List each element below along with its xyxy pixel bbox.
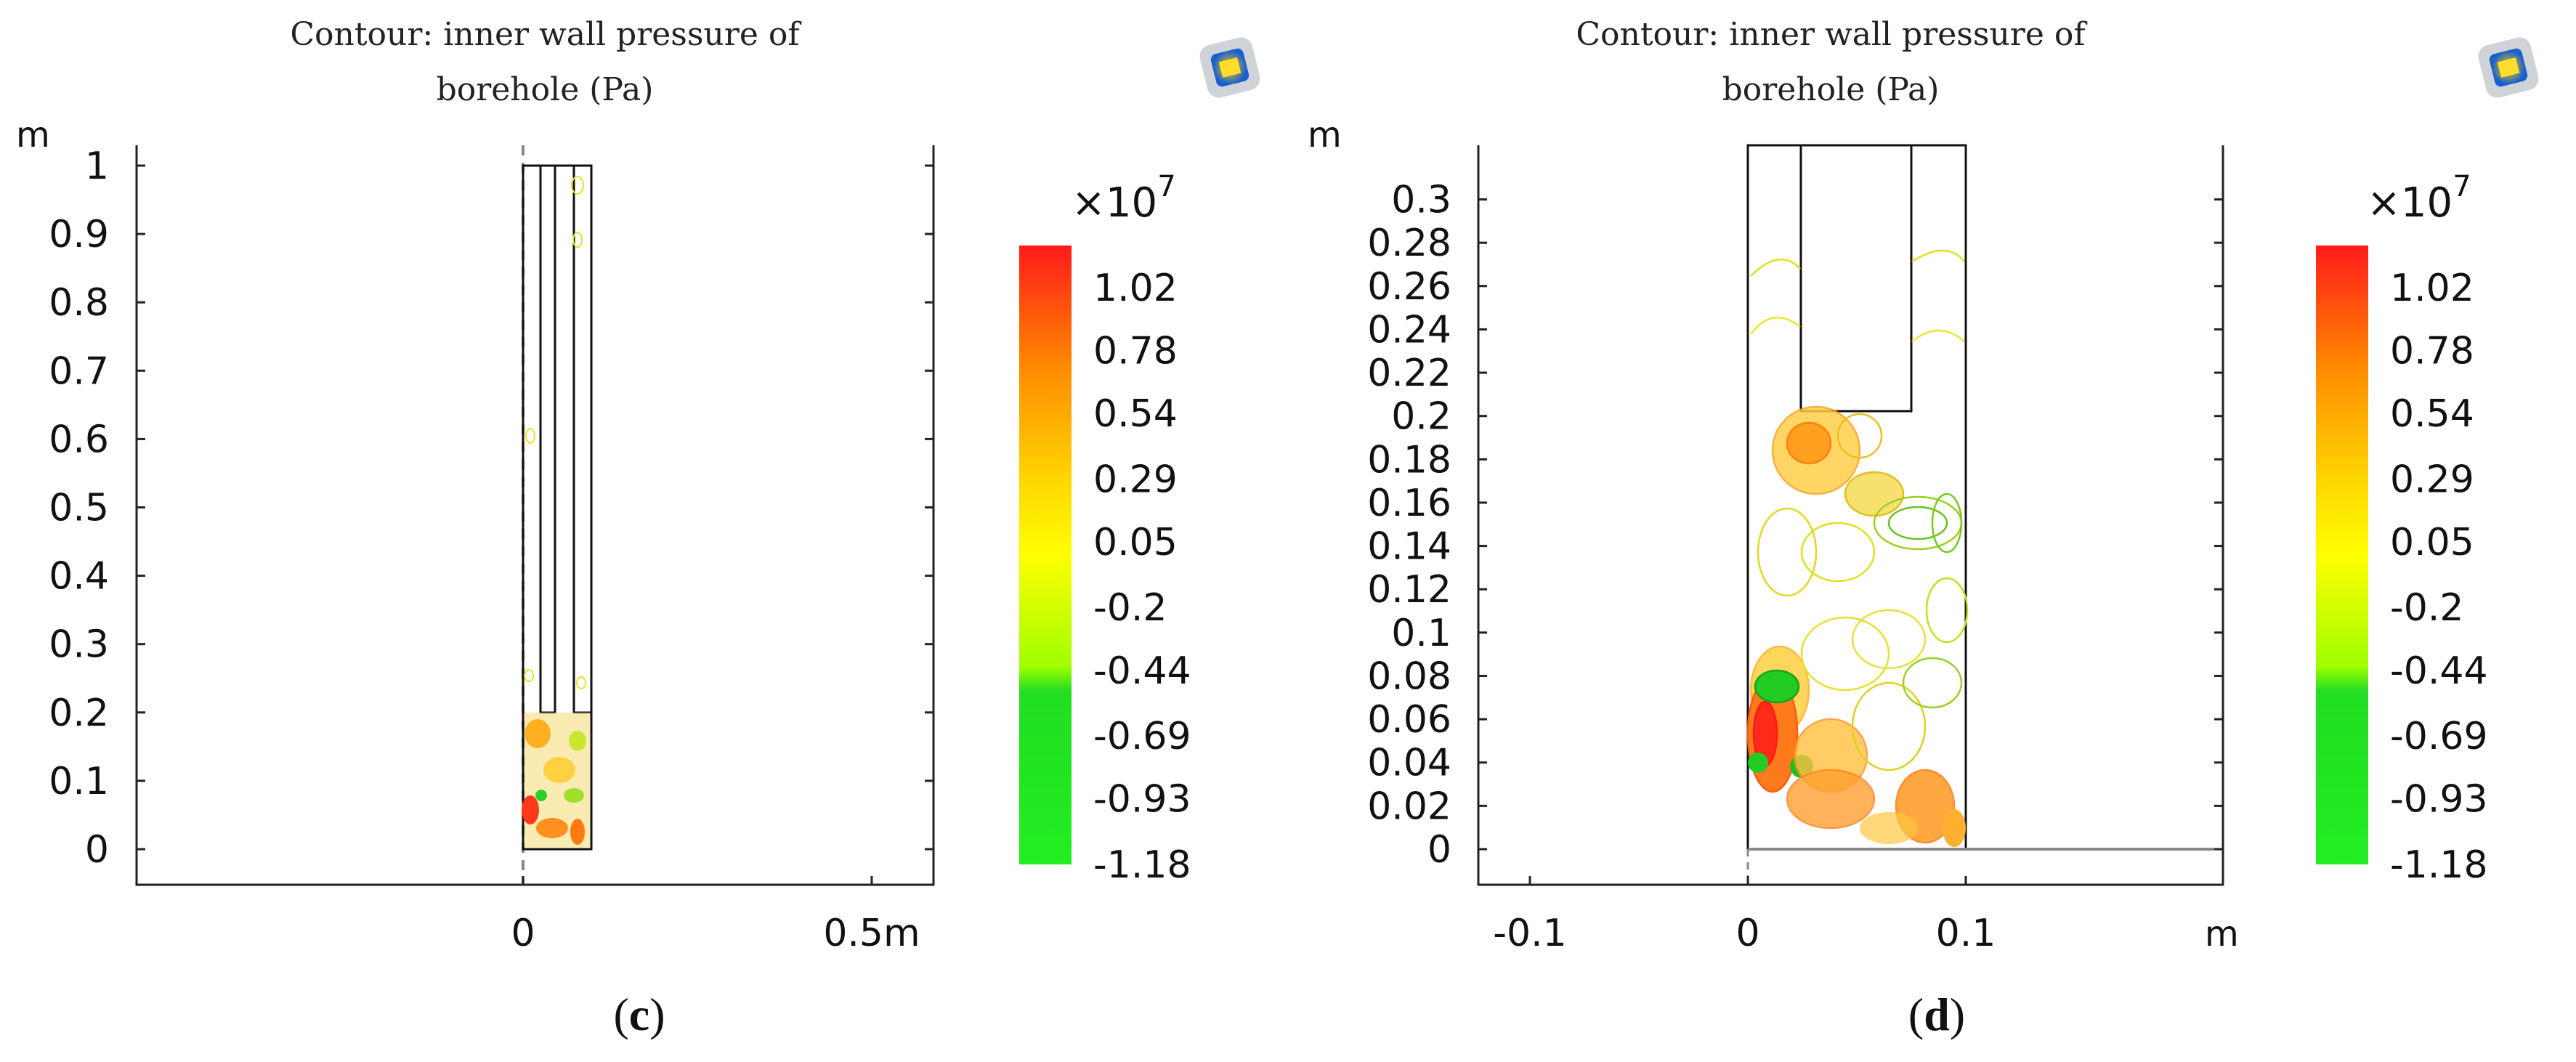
panel-c-y-unit: m xyxy=(16,115,50,155)
colorbar-label: -0.69 xyxy=(2390,715,2488,758)
x-tick-label: 0 xyxy=(1735,912,1759,955)
y-tick-label: 0 xyxy=(85,828,109,872)
y-tick-label: 0.12 xyxy=(1367,568,1451,612)
colorbar-label: -0.2 xyxy=(2390,586,2463,630)
colorbar-label: -0.93 xyxy=(2390,778,2488,822)
panel-d-colorbar xyxy=(2316,246,2368,864)
y-tick-label: 0.04 xyxy=(1367,742,1451,785)
comsol-logo-icon xyxy=(1199,37,1260,98)
y-tick-label: 0.3 xyxy=(1391,179,1451,222)
colorbar-label: 0.29 xyxy=(1093,458,1178,501)
y-tick-label: 0.8 xyxy=(49,281,109,325)
y-tick-label: 0.6 xyxy=(49,418,109,461)
x-tick-label: -0.1 xyxy=(1493,912,1566,955)
panel-c-x-ticks: 0 0.5m xyxy=(511,876,920,955)
colorbar-label: -0.93 xyxy=(1093,778,1191,822)
panel-d-caption: (d) xyxy=(1908,989,1965,1040)
y-tick-label: 1 xyxy=(85,145,109,188)
panel-c-colorbar-labels: 1.02 0.78 0.54 0.29 0.05 -0.2 -0.44 -0.69 -0.93 -… xyxy=(1093,267,1191,887)
y-tick-label: 0.08 xyxy=(1367,654,1451,698)
y-tick-label: 0.06 xyxy=(1367,698,1451,742)
colorbar-label: 0.54 xyxy=(1093,392,1178,436)
y-tick-label: 0.3 xyxy=(49,623,109,667)
y-tick-label: 0.22 xyxy=(1367,352,1451,395)
colorbar-label: 0.78 xyxy=(2390,329,2474,373)
comsol-logo-icon xyxy=(2478,37,2539,98)
x-tick-label: 0 xyxy=(511,912,535,955)
colorbar-label: -0.44 xyxy=(1093,649,1191,693)
x-tick-label: 0.5m xyxy=(823,912,920,955)
panel-c-caption: (c) xyxy=(613,989,665,1040)
colorbar-label: -0.2 xyxy=(1093,586,1167,630)
panel-d-colorbar-multiplier: ×107 xyxy=(2367,170,2471,227)
colorbar-label: 1.02 xyxy=(2390,267,2474,310)
colorbar-label: 0.78 xyxy=(1093,329,1178,373)
colorbar-label: 0.05 xyxy=(2390,521,2474,564)
panel-c-y-ticks: 0 0.1 0.2 0.3 0.4 0.5 0.6 0.7 0.8 0.9 1 xyxy=(49,145,933,872)
panel-c-colorbar-multiplier: ×107 xyxy=(1072,170,1176,227)
panel-d-frame xyxy=(1477,145,2224,886)
colorbar-label: -1.18 xyxy=(2390,843,2488,887)
panel-d-title-line2: borehole (Pa) xyxy=(1722,71,1940,108)
y-tick-label: 0.2 xyxy=(1391,395,1451,439)
panel-c-frame xyxy=(135,145,935,886)
y-tick-label: 0.9 xyxy=(49,213,109,256)
panel-d-y-ticks: 00.020.040.060.080.10.120.140.160.180.20… xyxy=(1367,179,2223,872)
y-tick-label: 0.1 xyxy=(1391,612,1451,655)
y-tick-label: 0.16 xyxy=(1367,482,1451,525)
panel-d: Contour: inner wall pressure of borehole… xyxy=(1308,16,2539,1040)
y-tick-label: 0.26 xyxy=(1367,265,1451,309)
panel-c-colorbar xyxy=(1019,246,1072,864)
colorbar-label: 0.29 xyxy=(2390,458,2474,501)
panel-d-title-line1: Contour: inner wall pressure of xyxy=(1576,16,2087,53)
colorbar-label: 1.02 xyxy=(1093,267,1178,310)
panel-d-pressure-contours xyxy=(1746,249,1969,847)
panel-d-colorbar-labels: 1.02 0.78 0.54 0.29 0.05 -0.2 -0.44 -0.69 -0.93 -… xyxy=(2390,267,2488,887)
panel-c-title-line1: Contour: inner wall pressure of xyxy=(290,16,801,53)
panel-c: Contour: inner wall pressure of borehole… xyxy=(16,16,1260,1040)
panel-d-y-unit: m xyxy=(1308,115,1342,155)
panel-d-x-unit: m xyxy=(2205,914,2239,954)
y-tick-label: 0.5 xyxy=(49,487,109,530)
x-tick-label: 0.1 xyxy=(1936,912,1996,955)
y-tick-label: 0.7 xyxy=(49,349,109,393)
y-tick-label: 0.1 xyxy=(49,760,109,803)
colorbar-label: -0.69 xyxy=(1093,715,1191,758)
y-tick-label: 0.2 xyxy=(49,692,109,735)
panel-c-title-line2: borehole (Pa) xyxy=(437,71,654,108)
y-tick-label: 0.18 xyxy=(1367,438,1451,482)
colorbar-label: 0.54 xyxy=(2390,392,2474,436)
y-tick-label: 0.28 xyxy=(1367,222,1451,265)
y-tick-label: 0.14 xyxy=(1367,525,1451,569)
y-tick-label: 0.24 xyxy=(1367,308,1451,352)
colorbar-label: -0.44 xyxy=(2390,649,2488,693)
y-tick-label: 0.02 xyxy=(1367,785,1451,828)
panel-c-pressure-contours xyxy=(522,176,590,848)
panel-d-x-ticks: -0.1 0 0.1 xyxy=(1493,876,1996,955)
y-tick-label: 0 xyxy=(1427,828,1451,872)
colorbar-label: 0.05 xyxy=(1093,521,1178,564)
y-tick-label: 0.4 xyxy=(49,555,109,599)
colorbar-label: -1.18 xyxy=(1093,843,1191,887)
